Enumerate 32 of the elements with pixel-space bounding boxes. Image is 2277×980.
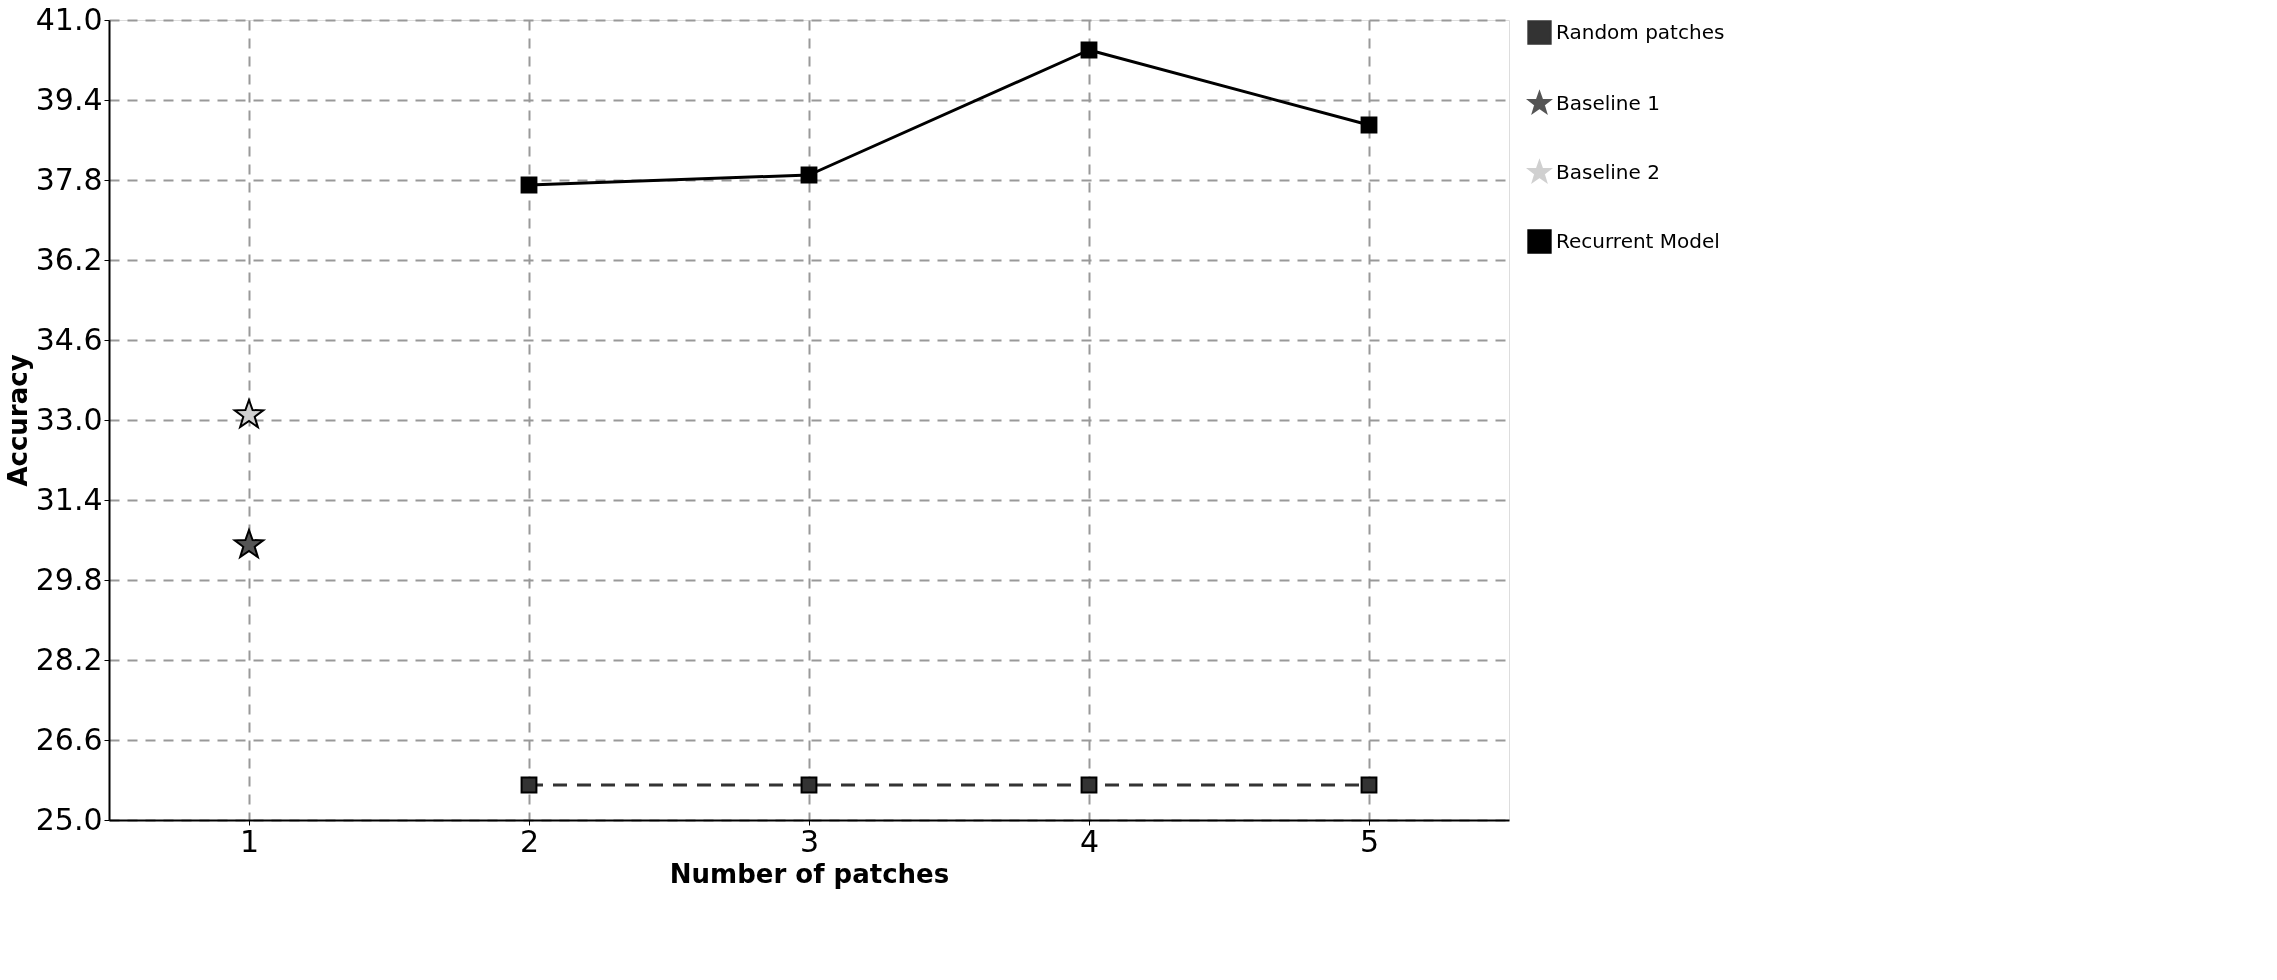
x-tick-label: 5 [1359, 823, 1380, 859]
y-tick-label: 39.4 [35, 81, 103, 117]
legend-label: Baseline 2 [1556, 159, 1660, 184]
x-tick-label: 1 [239, 823, 260, 859]
point [233, 399, 265, 429]
point [520, 176, 538, 194]
point [1360, 776, 1378, 794]
x-axis-title: Number of patches [669, 858, 950, 889]
y-tick-label: 33.0 [35, 401, 103, 437]
point [233, 529, 265, 559]
x-tick-label: 4 [1079, 823, 1100, 859]
point [800, 776, 818, 794]
y-tick-label: 26.6 [35, 721, 103, 757]
legend-label: Random patches [1556, 19, 1725, 44]
y-tick-label: 37.8 [35, 161, 103, 197]
y-tick-label: 36.2 [35, 241, 103, 277]
y-tick-label: 25.0 [35, 801, 103, 837]
legend-label: Baseline 1 [1556, 90, 1660, 115]
y-axis-title: Accuracy [2, 354, 33, 487]
y-tick-label: 34.6 [35, 321, 103, 357]
point [1080, 776, 1098, 794]
legend-label: Recurrent Model [1556, 228, 1720, 253]
point [1080, 41, 1098, 59]
x-tick-label: 3 [799, 823, 820, 859]
y-tick-label: 31.4 [35, 481, 103, 517]
y-tick-label: 29.8 [35, 561, 103, 597]
point [800, 166, 818, 184]
point [520, 776, 538, 794]
y-tick-label: 41.0 [35, 1, 103, 37]
y-tick-label: 28.2 [35, 641, 103, 677]
point [1360, 116, 1378, 134]
x-tick-label: 2 [519, 823, 540, 859]
